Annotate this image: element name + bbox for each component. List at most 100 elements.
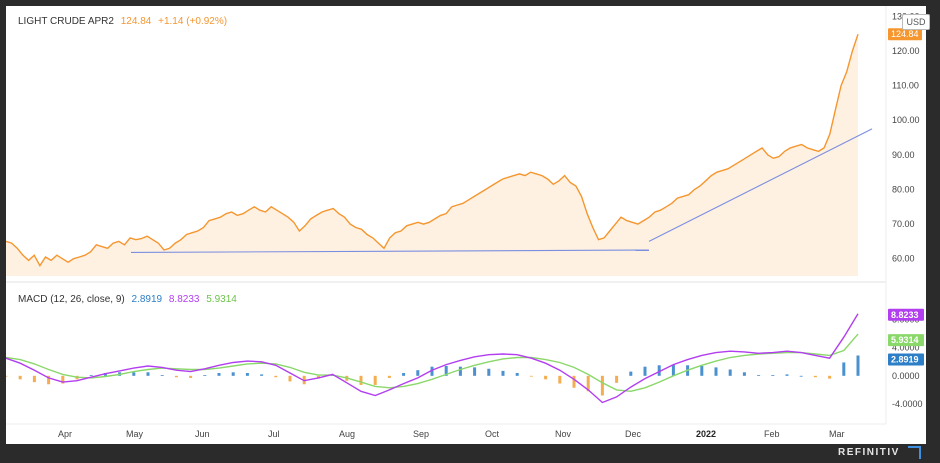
price-change: +1.14 (+0.92%) [158, 16, 228, 27]
histogram-bar [203, 375, 207, 376]
histogram-bar [842, 362, 846, 376]
macd-label[interactable]: MACD (12, 26, close, 9) [18, 294, 125, 305]
histogram-bar [402, 373, 406, 376]
price-line [6, 33, 859, 267]
histogram-bar [217, 373, 221, 376]
time-axis-tick-11: Mar [829, 429, 845, 439]
macd-last-tag-1 [888, 334, 924, 347]
trendline-2 [648, 128, 873, 242]
last-price-tag-label: 124.84 [891, 29, 919, 39]
time-axis-tick-0: Apr [58, 429, 72, 439]
last-price: 124.84 [120, 16, 152, 27]
histogram-bar [671, 364, 675, 376]
time-axis-tick-5: Sep [413, 429, 429, 439]
histogram-bar [89, 375, 93, 376]
time-axis-tick-1: May [126, 429, 144, 439]
histogram-bar [714, 367, 718, 376]
macd-axis-tick-3: -4.0000 [892, 399, 923, 409]
histogram-bar [615, 375, 619, 383]
histogram-bar [132, 372, 136, 376]
time-axis-tick-4: Aug [339, 429, 355, 439]
macd-axis-tick-2: 0.0000 [892, 371, 920, 381]
histogram-bar [231, 372, 235, 376]
histogram-bar [629, 371, 633, 376]
histogram-bar [657, 365, 661, 376]
brand-logo-text: REFINITIV [838, 447, 900, 458]
histogram-bar [828, 375, 832, 379]
histogram-bar [18, 375, 22, 380]
histogram-bar [146, 372, 150, 376]
price-axis-tick-7: 60.00 [892, 254, 915, 264]
histogram-bar [799, 375, 803, 377]
histogram-bar [742, 372, 746, 376]
macd-last-tag-2 [888, 353, 924, 366]
histogram-bar [558, 375, 562, 384]
time-axis-tick-9: 2022 [696, 429, 716, 439]
macd-axis: 8.00004.00000.0000-4.00008.82335.93142.8… [888, 308, 924, 409]
histogram-bar [61, 375, 65, 384]
histogram-bar [700, 365, 704, 376]
macd-axis-tick-1: 4.0000 [892, 343, 920, 353]
histogram-bar [47, 375, 51, 385]
macd-legend: MACD (12, 26, close, 9) 2.8919 8.8233 5.… [18, 294, 237, 305]
histogram-bar [444, 365, 448, 376]
histogram-bar [586, 375, 590, 392]
histogram-bar [274, 375, 278, 378]
macd-last-tag-label-2: 2.8919 [891, 354, 919, 364]
histogram-bar [160, 375, 164, 376]
macd-last-tag-label-1: 5.9314 [891, 335, 919, 345]
time-axis-tick-10: Feb [764, 429, 780, 439]
histogram-bar [643, 366, 647, 376]
histogram-bar [572, 375, 576, 388]
histogram-bar [416, 370, 420, 376]
macd-value: 2.8919 [131, 294, 163, 305]
signal-line [6, 333, 859, 393]
histogram-bar [544, 375, 548, 380]
macd-last-tag-label-0: 8.8233 [891, 310, 919, 320]
brand-mark-icon [908, 446, 921, 459]
histogram-bar [813, 375, 817, 378]
time-axis-tick-6: Oct [485, 429, 500, 439]
symbol-label[interactable]: LIGHT CRUDE APR2 [18, 16, 114, 27]
chart-canvas[interactable]: 130.00120.00110.00100.0090.0080.0070.006… [6, 6, 926, 444]
histogram-bar [529, 375, 533, 377]
time-axis-tick-3: Jul [268, 429, 280, 439]
histogram-bar [245, 373, 249, 376]
histogram-bar [501, 370, 505, 376]
histogram-bar [728, 369, 732, 376]
price-axis-tick-5: 80.00 [892, 184, 915, 194]
histogram-bar [387, 375, 391, 378]
histogram-bar [373, 375, 377, 385]
histogram-bar [6, 375, 8, 377]
histogram-bar [785, 374, 789, 376]
price-axis-tick-1: 120.00 [892, 46, 920, 56]
price-axis-tick-3: 100.00 [892, 115, 920, 125]
histogram-bar [757, 375, 761, 376]
histogram-bar [260, 374, 264, 376]
histogram-bar [458, 366, 462, 376]
price-axis-tick-4: 90.00 [892, 150, 915, 160]
histogram-bar [856, 355, 860, 376]
histogram-bar [600, 375, 604, 396]
histogram-bar [174, 375, 178, 378]
macd-pane [6, 313, 860, 404]
currency-button[interactable]: USD [902, 14, 930, 30]
histogram-bar [189, 375, 193, 378]
histogram-bar [288, 375, 292, 382]
hist-value: 5.9314 [206, 294, 237, 305]
last-price-tag [888, 28, 922, 41]
price-axis: 130.00120.00110.00100.0090.0080.0070.006… [888, 11, 922, 264]
histogram-bar [771, 375, 775, 376]
price-axis-tick-6: 70.00 [892, 219, 915, 229]
time-axis-tick-2: Jun [195, 429, 210, 439]
macd-line [6, 313, 859, 404]
histogram-bar [487, 368, 491, 376]
histogram-bar [359, 375, 363, 385]
chart-frame: 130.00120.00110.00100.0090.0080.0070.006… [6, 6, 930, 444]
histogram-bar [430, 366, 434, 376]
signal-value: 8.8233 [168, 294, 200, 305]
trendline-1 [130, 249, 650, 254]
price-legend: LIGHT CRUDE APR2 124.84 +1.14 (+0.92%) [18, 16, 227, 27]
histogram-bar [32, 375, 36, 383]
price-pane [6, 33, 873, 277]
